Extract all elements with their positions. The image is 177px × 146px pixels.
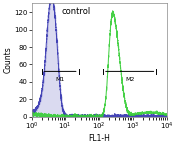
Text: control: control (61, 7, 90, 16)
Text: M1: M1 (56, 78, 65, 82)
Text: M2: M2 (125, 78, 134, 82)
X-axis label: FL1-H: FL1-H (88, 134, 110, 142)
Y-axis label: Counts: Counts (4, 47, 12, 73)
